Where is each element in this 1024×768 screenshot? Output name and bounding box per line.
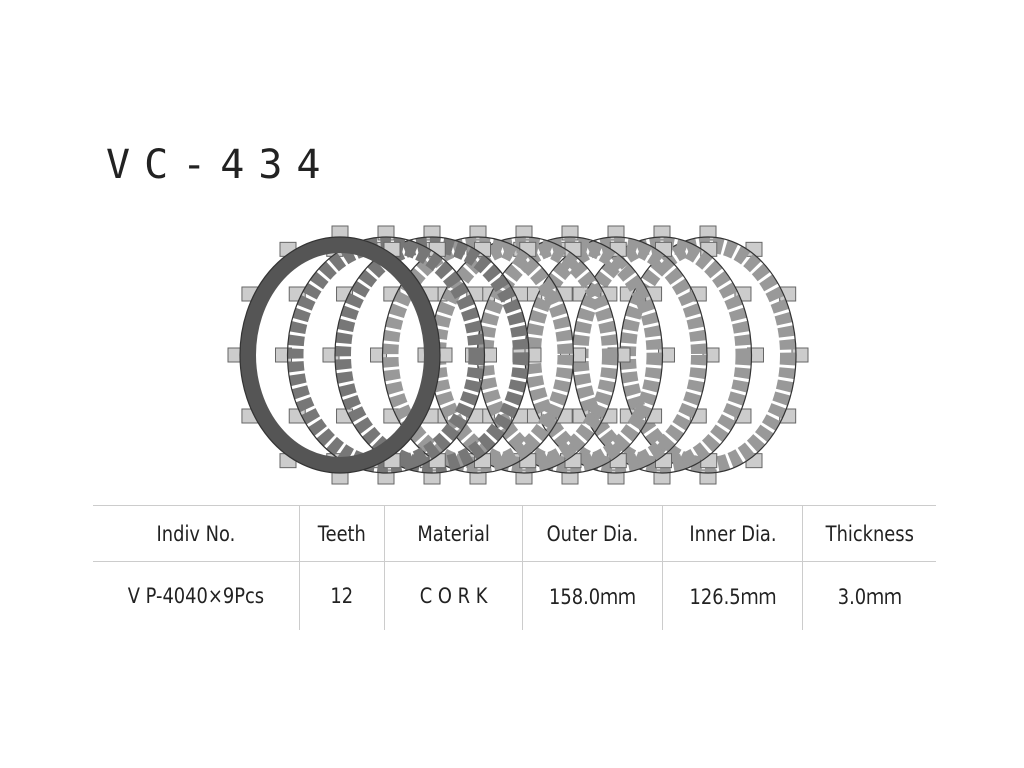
part-number-title: VC-434: [106, 142, 335, 188]
plate-edge: [334, 236, 530, 474]
plate-ring: [240, 237, 440, 473]
table-header-row: Indiv No. Teeth Material Outer Dia. Inne…: [93, 505, 936, 562]
header-inner-dia: Inner Dia.: [673, 505, 793, 562]
header-material: Material: [394, 505, 512, 562]
spec-table: Indiv No. Teeth Material Outer Dia. Inne…: [93, 505, 936, 630]
table-row: V P-4040×9Pcs 12 C O R K 158.0ｍｍ 126.5ｍｍ…: [93, 561, 936, 630]
clutch-plates-illustration: [227, 225, 809, 485]
cell-indiv-no: V P-4040×9Pcs: [127, 584, 265, 608]
header-outer-dia: Outer Dia.: [532, 505, 653, 562]
cell-outer-dia: 158.0ｍｍ: [532, 561, 653, 630]
cell-inner-dia: 126.5ｍｍ: [673, 561, 793, 630]
plate-edge: [381, 236, 575, 474]
plate-tooth: [515, 469, 533, 485]
header-indiv-no: Indiv No.: [108, 505, 284, 562]
cell-thickness: 3.0ｍｍ: [812, 561, 927, 630]
plate-edge: [239, 236, 441, 474]
header-teeth: Teeth: [305, 505, 379, 562]
plate-tooth: [653, 225, 671, 241]
cell-material: C O R K: [394, 561, 512, 630]
plate-tooth: [561, 469, 579, 485]
header-thickness: Thickness: [812, 505, 927, 562]
plate-ring: [382, 237, 574, 473]
plate-edge: [286, 236, 486, 474]
cell-teeth: 12: [305, 561, 379, 630]
clutch-plate: [227, 225, 453, 485]
